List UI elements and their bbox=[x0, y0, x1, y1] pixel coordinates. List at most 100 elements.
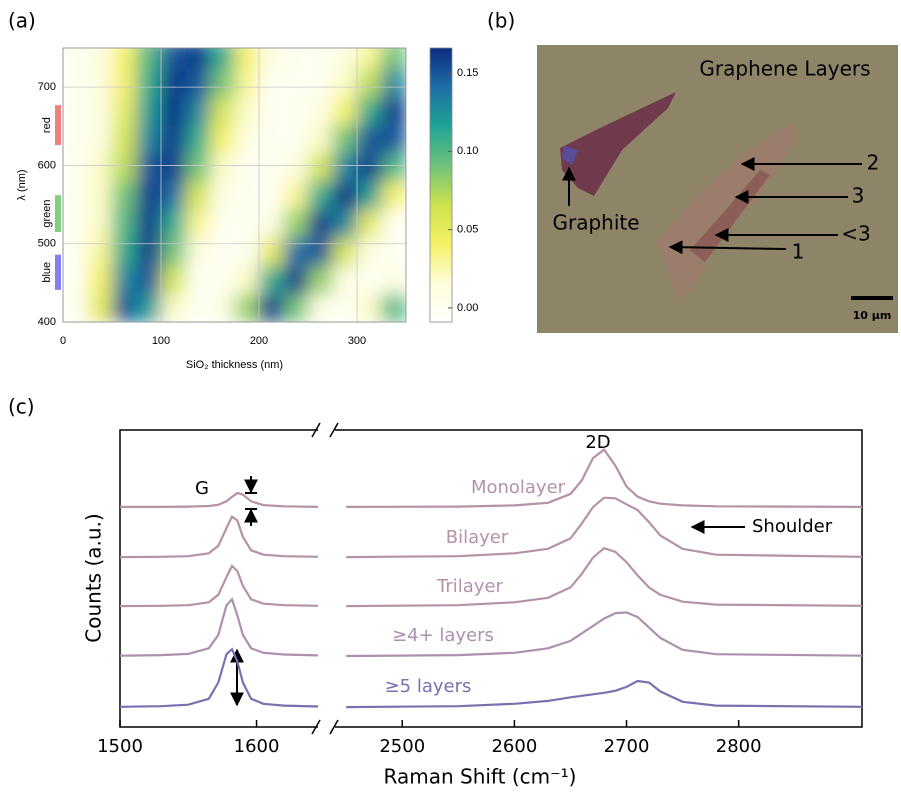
micrograph-label: <3 bbox=[841, 222, 870, 246]
panel-c: 1500 1600 2500 2600 2700 2800 Raman Shift (cm⁻… bbox=[82, 422, 863, 789]
heatmap-cell bbox=[259, 209, 284, 238]
heatmap-cell bbox=[87, 237, 113, 267]
heatmap-cell bbox=[381, 152, 407, 182]
heatmap-cell bbox=[112, 124, 137, 154]
colorbar bbox=[429, 47, 453, 323]
series-label: ≥4+ layers bbox=[392, 625, 494, 646]
heatmap-cell bbox=[234, 124, 260, 154]
band-label: green bbox=[41, 200, 53, 228]
heatmap-cell bbox=[381, 68, 407, 98]
band-bar bbox=[55, 195, 61, 232]
heatmap-cell bbox=[112, 237, 137, 267]
heatmap-cell bbox=[136, 265, 162, 295]
colorbar-tick-label: 0.00 bbox=[457, 302, 478, 314]
heatmap-cell bbox=[210, 209, 235, 238]
heatmap-cell bbox=[332, 265, 358, 295]
spectrum-line bbox=[119, 546, 863, 608]
micrograph-label: Graphite bbox=[552, 211, 639, 235]
heatmap-cell bbox=[161, 209, 186, 238]
heatmap-cell bbox=[87, 293, 113, 323]
heatmap-cell bbox=[63, 293, 88, 323]
x-tick-label: 2700 bbox=[604, 736, 650, 757]
heatmap-cell bbox=[357, 68, 382, 98]
heatmap-cell bbox=[381, 181, 407, 210]
panel-b: Graphene Layers Graphite 2 3 <3 1 10 µm bbox=[537, 45, 898, 333]
y-tick-label: 500 bbox=[38, 238, 56, 250]
scale-bar-label: 10 µm bbox=[853, 309, 892, 322]
heatmap-cell bbox=[185, 209, 211, 238]
heatmap-cell bbox=[357, 181, 382, 210]
heatmap-cell bbox=[234, 209, 260, 238]
heatmap-cell bbox=[259, 68, 284, 98]
heatmap-cell bbox=[381, 124, 407, 154]
heatmap-cell bbox=[161, 265, 186, 295]
x-tick-label: 0 bbox=[60, 335, 66, 347]
heatmap-cell bbox=[87, 181, 113, 210]
heatmap-cell bbox=[136, 181, 162, 210]
heatmap-cell bbox=[357, 237, 382, 267]
heatmap-cell bbox=[234, 68, 260, 98]
heatmap-cell bbox=[259, 152, 284, 182]
heatmap-cell bbox=[63, 68, 88, 98]
heatmap-cell bbox=[87, 96, 113, 126]
spectrum-line bbox=[119, 597, 863, 658]
heatmap-cell bbox=[136, 152, 162, 182]
heatmap-cell bbox=[87, 124, 113, 154]
heatmap-cell bbox=[357, 209, 382, 238]
heatmap-cell bbox=[332, 40, 358, 69]
heatmap-cell bbox=[185, 124, 211, 154]
heatmap-cell bbox=[87, 265, 113, 295]
axis-break bbox=[311, 422, 321, 438]
heatmap-cell bbox=[136, 209, 162, 238]
heatmap-cell bbox=[234, 181, 260, 210]
micrograph-title: Graphene Layers bbox=[699, 57, 870, 81]
series-label: Monolayer bbox=[471, 477, 566, 498]
series-label: ≥5 layers bbox=[385, 676, 472, 697]
heatmap-cell bbox=[308, 152, 333, 182]
heatmap-cell bbox=[63, 96, 88, 126]
series-label: Trilayer bbox=[436, 576, 504, 597]
heatmap-cell bbox=[283, 181, 309, 210]
heatmap-cell bbox=[210, 265, 235, 295]
heatmap-cell bbox=[308, 209, 333, 238]
colorbar-tick-label: 0.10 bbox=[457, 145, 478, 157]
x-tick-label: 200 bbox=[250, 335, 268, 347]
heatmap-cell bbox=[283, 265, 309, 295]
graphite-flake bbox=[562, 146, 578, 165]
heatmap-cell bbox=[381, 96, 407, 126]
heatmap-cell bbox=[259, 96, 284, 126]
heatmap-cell bbox=[136, 40, 162, 69]
heatmap-cell bbox=[283, 40, 309, 69]
heatmap-cell bbox=[332, 152, 358, 182]
heatmap-cell bbox=[308, 68, 333, 98]
x-axis-label: Raman Shift (cm⁻¹) bbox=[384, 765, 577, 789]
heatmap-cell bbox=[357, 124, 382, 154]
colorbar-tick-label: 0.05 bbox=[457, 224, 478, 236]
y-axis-label: λ (nm) bbox=[16, 169, 28, 200]
annotation: G bbox=[195, 478, 209, 499]
axis-frame bbox=[335, 429, 863, 728]
heatmap-cell bbox=[308, 181, 333, 210]
heatmap-cell bbox=[185, 96, 211, 126]
annotation: Shoulder bbox=[752, 516, 833, 537]
heatmap-cell bbox=[185, 181, 211, 210]
heatmap-cell bbox=[283, 237, 309, 267]
y-axis-label: Counts (a.u.) bbox=[82, 513, 106, 642]
heatmap-cell bbox=[234, 237, 260, 267]
annotation: 2D bbox=[585, 432, 610, 453]
heatmap-cell bbox=[283, 152, 309, 182]
heatmap-cell bbox=[112, 68, 137, 98]
spectrum-line bbox=[120, 448, 863, 508]
heatmap-cell bbox=[259, 124, 284, 154]
spectrum-line bbox=[119, 647, 863, 709]
heatmap-cell bbox=[259, 181, 284, 210]
heatmap-cell bbox=[308, 237, 333, 267]
heatmap-cell bbox=[210, 293, 235, 323]
band-label: blue bbox=[41, 262, 53, 283]
heatmap-cell bbox=[210, 124, 235, 154]
colorbar-tick-label: 0.15 bbox=[457, 67, 478, 79]
graphene-flake bbox=[690, 170, 770, 262]
heatmap-cell bbox=[63, 265, 88, 295]
